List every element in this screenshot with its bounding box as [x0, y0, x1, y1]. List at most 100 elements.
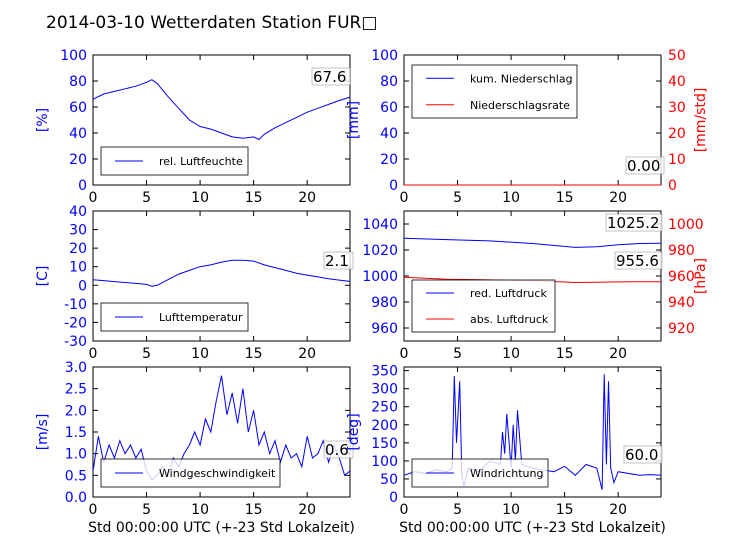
legend-entry: kum. Niederschlag — [470, 72, 573, 85]
y-tick-label: 200 — [371, 418, 398, 434]
x-tick-label: 20 — [298, 190, 316, 206]
x-tick-label: 10 — [502, 190, 520, 206]
y-tick-label: 300 — [371, 382, 398, 398]
x-tick-label: 15 — [245, 346, 263, 362]
x-tick-label: 0 — [89, 190, 98, 206]
y-tick-label: 40 — [380, 126, 398, 142]
x-tick-label: 10 — [502, 502, 520, 518]
y-axis-label: [C] — [35, 266, 51, 287]
value-box — [605, 213, 663, 232]
y-tick-label: 100 — [60, 48, 87, 64]
y-tick-label: 1000 — [362, 269, 398, 285]
y2-tick-label: 20 — [668, 126, 686, 142]
y-tick-label: -20 — [64, 315, 87, 331]
y2-tick-label: 1000 — [668, 217, 704, 233]
last-value-label: 60.0 — [625, 446, 658, 464]
chart-title: 2014-03-10 Wetterdaten Station FUR□ — [46, 13, 377, 33]
y-tick-label: 1040 — [362, 217, 398, 233]
y-tick-label: 0 — [389, 490, 398, 506]
x-tick-label: 15 — [245, 190, 263, 206]
x-tick-label: 20 — [609, 190, 627, 206]
y-tick-label: 980 — [371, 295, 398, 311]
last-value-label: 2.1 — [325, 252, 349, 270]
y-tick-label: 150 — [371, 436, 398, 452]
x-axis-label: Std 00:00:00 UTC (+-23 Std Lokalzeit) — [399, 520, 666, 536]
value-box — [614, 251, 663, 270]
y-tick-label: 10 — [69, 260, 87, 276]
legend-box — [411, 279, 556, 333]
windspeed-series-line — [92, 375, 351, 481]
x-tick-label: 20 — [298, 502, 316, 518]
x-tick-label: 10 — [191, 190, 209, 206]
value-box — [623, 445, 663, 464]
y-tick-label: 80 — [69, 74, 87, 90]
y-axis-label: [deg] — [346, 413, 362, 450]
legend-entry: rel. Luftfeuchte — [159, 155, 243, 168]
y2-tick-label: 960 — [668, 269, 695, 285]
x-tick-label: 5 — [142, 346, 151, 362]
temperature-panel: 0 5 10 15 20 -30 -20 -10 0 10 20 30 40 [C] Lufttempera… — [35, 204, 354, 362]
y-tick-label: 1.0 — [65, 447, 87, 463]
humidity-series-line — [92, 79, 351, 141]
y2-tick-label: 940 — [668, 295, 695, 311]
y-tick-label: 20 — [69, 152, 87, 168]
y2-tick-label: 30 — [668, 100, 686, 116]
x-tick-label: 0 — [400, 190, 409, 206]
last-value-label: 0.6 — [325, 441, 349, 459]
y2-tick-label: 980 — [668, 243, 695, 259]
x-tick-label: 15 — [556, 346, 574, 362]
y2-tick-label: 10 — [668, 152, 686, 168]
pressure-series-line — [403, 276, 661, 284]
y-tick-label: 0 — [389, 178, 398, 194]
y2-tick-label: 920 — [668, 321, 695, 337]
y-tick-label: 60 — [380, 100, 398, 116]
y-tick-label: 100 — [371, 48, 398, 64]
legend-entry: Niederschlagsrate — [470, 99, 570, 112]
value-box — [311, 67, 351, 86]
y-tick-label: 3.0 — [65, 360, 87, 376]
y2-axis-label: [hPa] — [693, 258, 709, 294]
y-tick-label: -10 — [64, 297, 87, 313]
last-value-label: 0.00 — [627, 157, 660, 175]
windspeed-panel: 0 5 10 15 20 0.0 0.5 1.0 1.5 2.0 2.5 3.0 [m/s] Std 00… — [35, 360, 355, 536]
value-box — [625, 156, 665, 175]
pressure-panel: 0 5 10 15 20 960 980 1000 1020 1040 920 940 960 980 10… — [362, 210, 709, 362]
y2-tick-label: 0 — [668, 178, 677, 194]
last-value-label: 1025.2 — [607, 214, 660, 232]
y-tick-label: 1.5 — [65, 425, 87, 441]
legend-entry: abs. Luftdruck — [470, 313, 549, 326]
y-tick-label: 2.5 — [65, 382, 87, 398]
y-tick-label: -30 — [64, 334, 87, 350]
x-tick-label: 20 — [298, 346, 316, 362]
value-box — [323, 440, 354, 459]
y-tick-label: 40 — [69, 204, 87, 220]
y-axis-label: [mm] — [346, 101, 362, 139]
y-tick-label: 50 — [380, 472, 398, 488]
x-tick-label: 20 — [609, 502, 627, 518]
y-tick-label: 0 — [78, 278, 87, 294]
y-tick-label: 80 — [380, 74, 398, 90]
x-tick-label: 10 — [191, 502, 209, 518]
legend-box — [411, 64, 578, 119]
y2-tick-label: 50 — [668, 48, 686, 64]
last-value-label: 955.6 — [616, 252, 659, 270]
x-tick-label: 0 — [89, 502, 98, 518]
y-tick-label: 20 — [380, 152, 398, 168]
y-axis-label: [%] — [35, 108, 51, 132]
y2-axis-label: [mm/std] — [693, 88, 709, 153]
value-box — [323, 251, 354, 270]
y-tick-label: 30 — [69, 223, 87, 239]
x-tick-label: 5 — [453, 190, 462, 206]
y-tick-label: 960 — [371, 321, 398, 337]
y-tick-label: 1020 — [362, 243, 398, 259]
x-tick-label: 5 — [142, 502, 151, 518]
y-tick-label: 100 — [371, 454, 398, 470]
x-tick-label: 5 — [453, 502, 462, 518]
y-tick-label: 0 — [78, 178, 87, 194]
humidity-panel: 0 5 10 15 20 0 20 40 60 80 100 [%] rel. Luftfeuchte 6… — [35, 48, 351, 206]
y-axis-label: [m/s] — [35, 414, 51, 451]
x-tick-label: 15 — [556, 502, 574, 518]
x-tick-label: 5 — [142, 190, 151, 206]
x-tick-label: 15 — [245, 502, 263, 518]
